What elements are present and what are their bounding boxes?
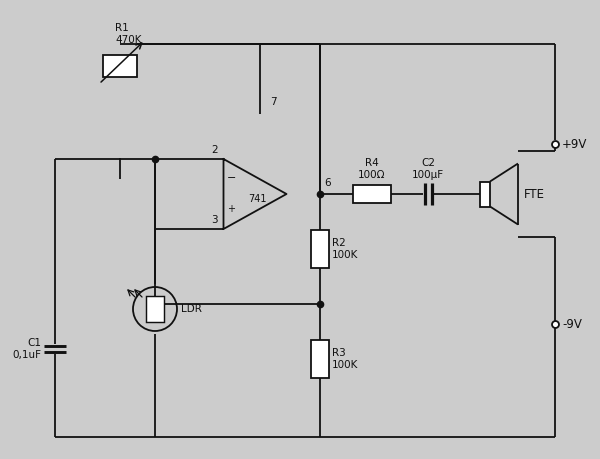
Text: 7: 7 — [270, 97, 277, 107]
Text: R2
100K: R2 100K — [332, 238, 358, 260]
Text: 6: 6 — [324, 178, 331, 188]
Text: 2: 2 — [211, 145, 218, 155]
Text: −: − — [227, 174, 236, 184]
Text: LDR: LDR — [181, 304, 202, 314]
Bar — [311, 340, 329, 378]
Bar — [353, 185, 391, 203]
Bar — [103, 55, 137, 77]
Bar — [311, 230, 329, 268]
Text: 741: 741 — [248, 194, 266, 204]
Bar — [146, 296, 164, 322]
Text: C1
0,1uF: C1 0,1uF — [12, 338, 41, 360]
Bar — [480, 181, 490, 207]
Text: C2
100μF: C2 100μF — [412, 158, 444, 180]
Text: FTE: FTE — [524, 187, 545, 201]
Text: R1
470K: R1 470K — [115, 23, 142, 45]
Text: +9V: +9V — [562, 138, 587, 151]
Text: -9V: -9V — [562, 318, 582, 330]
Text: R3
100K: R3 100K — [332, 348, 358, 370]
Text: R4
100Ω: R4 100Ω — [358, 158, 386, 180]
Text: 3: 3 — [211, 215, 218, 225]
Text: +: + — [227, 205, 236, 214]
